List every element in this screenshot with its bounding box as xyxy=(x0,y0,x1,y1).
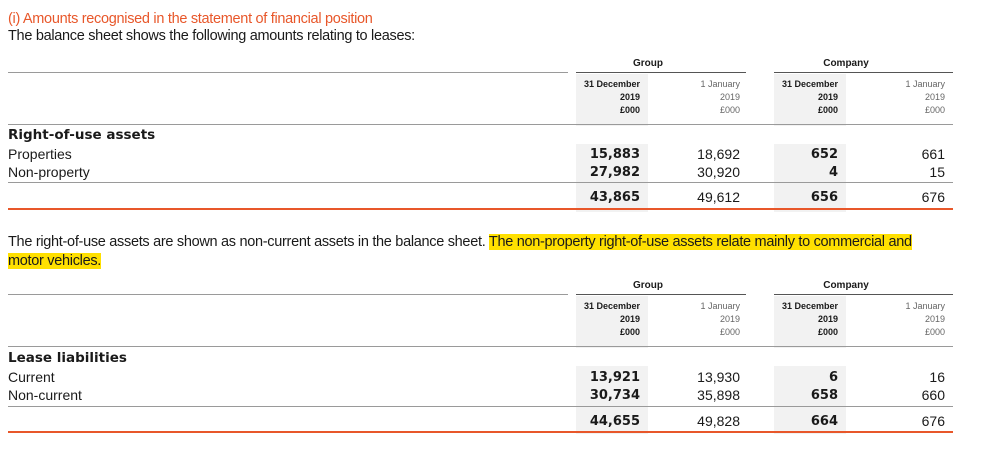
total-group-jan: 49,828 xyxy=(697,413,740,429)
row-value-group-jan: 35,898 xyxy=(697,387,740,403)
row-value-group-jan: 18,692 xyxy=(697,146,740,162)
column-header-company-jan: 1 January 2019 £000 xyxy=(905,79,945,115)
subtotal-rule xyxy=(8,182,953,183)
total-group-jan: 49,612 xyxy=(697,189,740,205)
column-header-group-dec: 31 December 2019 £000 xyxy=(583,79,640,115)
total-company-jan: 676 xyxy=(921,413,945,429)
right-of-use-table: Group Company 31 December 2019 £000 1 Janu… xyxy=(8,58,953,218)
row-value-company-dec: 658 xyxy=(810,388,838,403)
company-current-values-shade xyxy=(774,144,846,212)
header-rule xyxy=(8,72,568,73)
total-company-jan: 676 xyxy=(921,189,945,205)
row-value-company-jan: 16 xyxy=(929,369,945,385)
column-header-rule xyxy=(8,346,953,347)
row-value-group-dec: 30,734 xyxy=(589,388,640,403)
column-header-group-dec: 31 December 2019 £000 xyxy=(583,301,640,337)
total-company-dec: 656 xyxy=(810,190,838,205)
company-underline xyxy=(774,72,953,73)
lease-liabilities-table: Group Company 31 December 2019 £000 1 Janu… xyxy=(8,280,953,440)
row-label: Current xyxy=(8,369,55,385)
row-value-group-dec: 27,982 xyxy=(589,165,640,180)
column-header-group-jan: 1 January 2019 £000 xyxy=(700,301,740,337)
row-label: Non-property xyxy=(8,164,90,180)
company-header: Company xyxy=(823,58,869,69)
subtotal-rule xyxy=(8,406,953,407)
total-company-dec: 664 xyxy=(810,414,838,429)
row-value-company-dec: 652 xyxy=(810,147,838,162)
group-header: Group xyxy=(633,58,663,69)
row-value-group-dec: 15,883 xyxy=(589,147,640,162)
group-underline xyxy=(576,294,746,295)
group-current-values-shade xyxy=(576,144,648,212)
column-header-group-jan: 1 January 2019 £000 xyxy=(700,79,740,115)
company-header: Company xyxy=(823,280,869,291)
total-group-dec: 43,865 xyxy=(589,190,640,205)
explanatory-paragraph: The right-of-use assets are shown as non… xyxy=(8,233,928,271)
intro-text: The balance sheet shows the following am… xyxy=(8,28,415,44)
row-value-company-jan: 660 xyxy=(921,387,945,403)
section-title: (i) Amounts recognised in the statement … xyxy=(8,11,373,27)
column-header-company-dec: 31 December 2019 £000 xyxy=(781,301,838,337)
group-underline xyxy=(576,72,746,73)
row-label: Properties xyxy=(8,146,72,162)
row-value-group-jan: 30,920 xyxy=(697,164,740,180)
row-label: Non-current xyxy=(8,387,82,403)
row-value-group-jan: 13,930 xyxy=(697,369,740,385)
group-current-column-shade xyxy=(576,296,648,348)
column-header-company-dec: 31 December 2019 £000 xyxy=(781,79,838,115)
company-current-values-shade xyxy=(774,366,846,434)
column-header-rule xyxy=(8,124,953,125)
total-rule xyxy=(8,431,953,433)
row-value-company-jan: 15 xyxy=(929,164,945,180)
company-current-column-shade xyxy=(774,74,846,126)
total-rule xyxy=(8,208,953,210)
company-current-column-shade xyxy=(774,296,846,348)
company-underline xyxy=(774,294,953,295)
row-value-company-dec: 4 xyxy=(828,165,838,180)
group-header: Group xyxy=(633,280,663,291)
section-heading: Right-of-use assets xyxy=(8,127,156,143)
group-current-values-shade xyxy=(576,366,648,434)
row-value-group-dec: 13,921 xyxy=(589,370,640,385)
section-heading: Lease liabilities xyxy=(8,350,127,366)
row-value-company-dec: 6 xyxy=(828,370,838,385)
paragraph-text: The right-of-use assets are shown as non… xyxy=(8,234,489,250)
header-rule xyxy=(8,294,568,295)
group-current-column-shade xyxy=(576,74,648,126)
total-group-dec: 44,655 xyxy=(589,414,640,429)
column-header-company-jan: 1 January 2019 £000 xyxy=(905,301,945,337)
row-value-company-jan: 661 xyxy=(921,146,945,162)
